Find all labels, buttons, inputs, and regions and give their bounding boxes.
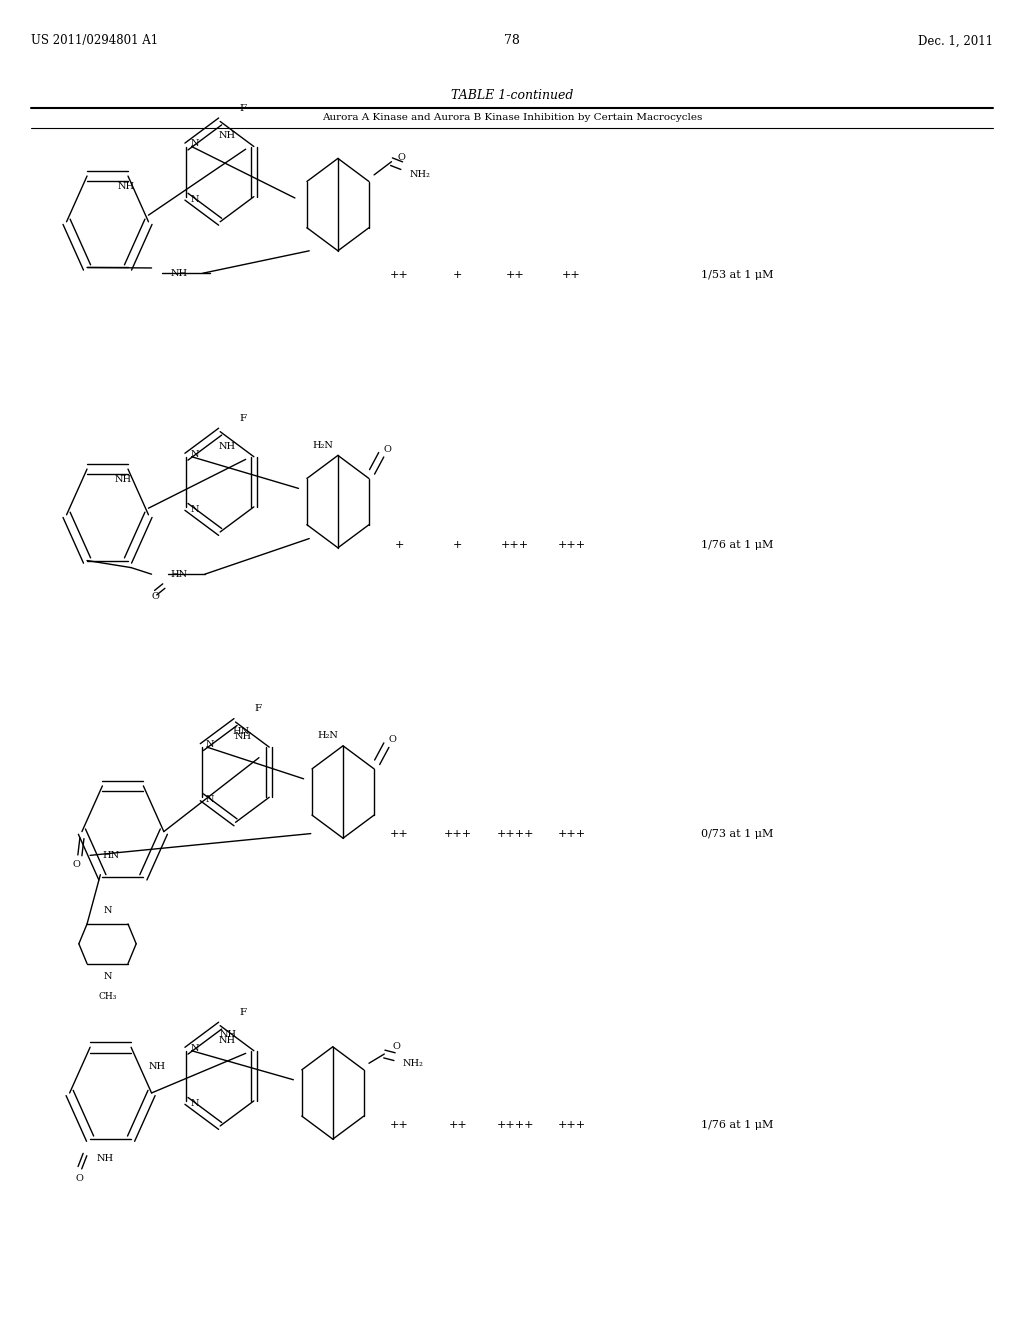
Text: TABLE 1-continued: TABLE 1-continued xyxy=(451,88,573,102)
Text: ++: ++ xyxy=(390,1119,409,1130)
Text: +: + xyxy=(453,540,463,550)
Text: 0/73 at 1 μM: 0/73 at 1 μM xyxy=(701,829,773,840)
Text: ++: ++ xyxy=(506,269,524,280)
Text: ++++: ++++ xyxy=(497,1119,534,1130)
Text: ++: ++ xyxy=(390,269,409,280)
Text: NH: NH xyxy=(118,182,134,190)
Text: ++: ++ xyxy=(562,269,581,280)
Text: O: O xyxy=(392,1041,400,1051)
Text: 78: 78 xyxy=(504,34,520,48)
Text: O: O xyxy=(73,861,81,869)
Text: +++: +++ xyxy=(557,829,586,840)
Text: N: N xyxy=(190,1044,199,1052)
Text: NH: NH xyxy=(234,733,251,741)
Text: +: + xyxy=(394,540,404,550)
Text: ++: ++ xyxy=(449,1119,467,1130)
Text: US 2011/0294801 A1: US 2011/0294801 A1 xyxy=(31,34,158,48)
Text: NH: NH xyxy=(219,1036,236,1044)
Text: NH₂: NH₂ xyxy=(402,1059,424,1068)
Text: NH: NH xyxy=(219,132,236,140)
Text: NH: NH xyxy=(148,1063,165,1071)
Text: 1/53 at 1 μM: 1/53 at 1 μM xyxy=(701,269,773,280)
Text: NH: NH xyxy=(220,1031,237,1039)
Text: O: O xyxy=(152,593,160,601)
Text: +: + xyxy=(453,269,463,280)
Text: Dec. 1, 2011: Dec. 1, 2011 xyxy=(919,34,993,48)
Text: F: F xyxy=(255,705,261,713)
Text: N: N xyxy=(103,973,112,981)
Text: N: N xyxy=(103,907,112,915)
Text: N: N xyxy=(190,195,199,203)
Text: N: N xyxy=(190,140,199,148)
Text: NH: NH xyxy=(115,475,131,483)
Text: O: O xyxy=(383,445,391,454)
Text: F: F xyxy=(240,104,246,112)
Text: N: N xyxy=(190,1100,199,1107)
Text: ++++: ++++ xyxy=(497,829,534,840)
Text: NH₂: NH₂ xyxy=(410,170,431,180)
Text: 1/76 at 1 μM: 1/76 at 1 μM xyxy=(701,540,773,550)
Text: +++: +++ xyxy=(557,1119,586,1130)
Text: NH: NH xyxy=(219,442,236,450)
Text: N: N xyxy=(190,506,199,513)
Text: F: F xyxy=(240,1008,246,1016)
Text: +++: +++ xyxy=(557,540,586,550)
Text: NH: NH xyxy=(97,1154,114,1163)
Text: O: O xyxy=(388,735,396,744)
Text: +++: +++ xyxy=(443,829,472,840)
Text: 1/76 at 1 μM: 1/76 at 1 μM xyxy=(701,1119,773,1130)
Text: ++: ++ xyxy=(390,829,409,840)
Text: N: N xyxy=(206,741,214,748)
Text: N: N xyxy=(206,796,214,804)
Text: O: O xyxy=(397,153,406,162)
Text: N: N xyxy=(190,450,199,458)
Text: HN: HN xyxy=(232,727,249,735)
Text: +++: +++ xyxy=(501,540,529,550)
Text: NH: NH xyxy=(171,269,187,277)
Text: F: F xyxy=(240,414,246,422)
Text: HN: HN xyxy=(102,851,119,859)
Text: CH₃: CH₃ xyxy=(98,993,117,1001)
Text: O: O xyxy=(76,1173,84,1183)
Text: Aurora A Kinase and Aurora B Kinase Inhibition by Certain Macrocycles: Aurora A Kinase and Aurora B Kinase Inhi… xyxy=(322,114,702,121)
Text: HN: HN xyxy=(171,570,187,578)
Text: H₂N: H₂N xyxy=(312,441,334,450)
Text: H₂N: H₂N xyxy=(317,731,339,741)
